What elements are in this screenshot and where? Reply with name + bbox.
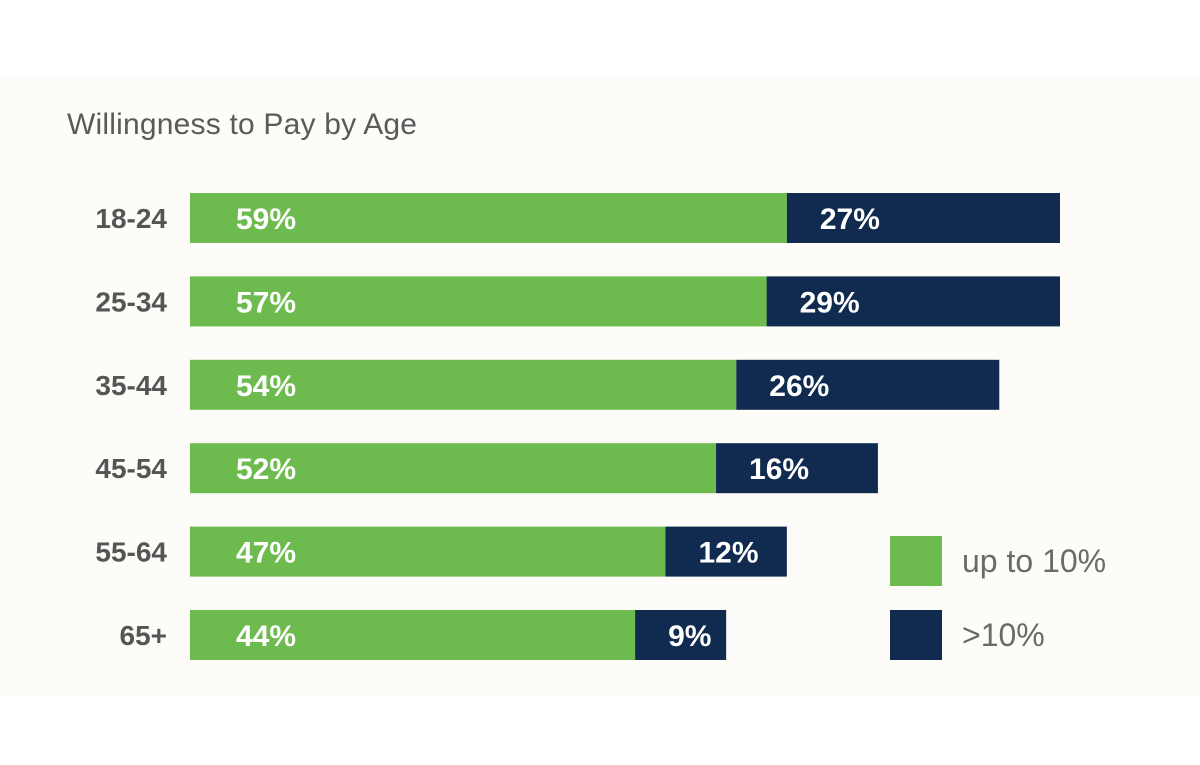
category-label: 25-34 xyxy=(95,286,167,317)
value-label: 44% xyxy=(236,620,296,653)
category-label: 35-44 xyxy=(95,370,167,401)
bar-up-to-10 xyxy=(190,359,737,410)
bar-up-to-10 xyxy=(190,610,636,660)
value-label: 16% xyxy=(749,453,809,486)
value-label: 54% xyxy=(236,370,296,403)
category-label: 65+ xyxy=(120,620,168,651)
value-label: 29% xyxy=(800,286,860,319)
value-label: 12% xyxy=(698,537,758,570)
bar-up-to-10 xyxy=(190,443,717,494)
bar-up-to-10 xyxy=(190,193,787,243)
bar-over-10 xyxy=(665,526,787,577)
bar-up-to-10 xyxy=(190,276,767,327)
value-label: 26% xyxy=(769,370,829,403)
category-label: 45-54 xyxy=(95,453,167,484)
legend-swatch xyxy=(890,536,942,586)
bar-over-10 xyxy=(766,276,1060,327)
value-label: 59% xyxy=(236,203,296,236)
bar-over-10 xyxy=(786,193,1060,243)
bar-over-10 xyxy=(635,610,727,660)
bar-up-to-10 xyxy=(190,526,666,577)
legend-swatch xyxy=(890,610,942,660)
category-label: 18-24 xyxy=(95,203,167,234)
chart-title: Willingness to Pay by Age xyxy=(67,108,418,141)
value-label: 27% xyxy=(820,203,880,236)
value-label: 52% xyxy=(236,453,296,486)
bar-over-10 xyxy=(716,443,878,494)
value-label: 57% xyxy=(236,286,296,319)
legend-label: up to 10% xyxy=(962,543,1106,579)
legend-label: >10% xyxy=(962,617,1045,653)
value-label: 9% xyxy=(668,620,711,653)
category-label: 55-64 xyxy=(95,537,167,568)
value-label: 47% xyxy=(236,537,296,570)
bar-over-10 xyxy=(736,359,1000,410)
